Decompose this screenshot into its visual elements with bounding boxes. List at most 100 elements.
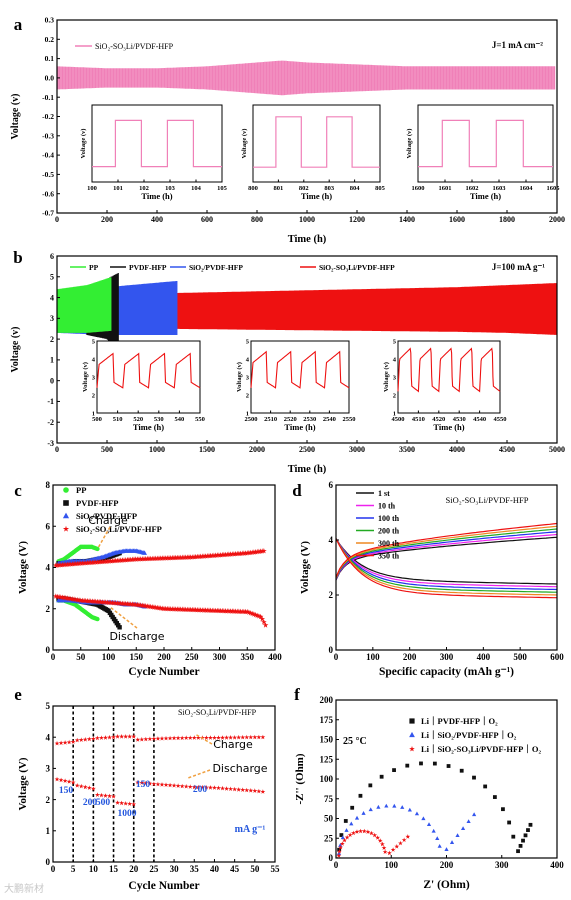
x-axis-f-tick-label: 100 [385,860,399,870]
nyquist-point-f-1 [421,816,426,821]
discharge-curve-d-3 [335,538,557,593]
nyquist-point-f-2 [354,829,360,834]
nyquist-tail-f-2 [390,847,396,852]
data-point-e-discharge [66,779,72,784]
legend-label-c-0: PP [76,485,86,495]
y-axis-b-tick-label: 4 [50,293,54,302]
data-point-e-charge [58,740,64,746]
panel-title-e: SiO₂-SO₃Li/PVDF-HFP [178,708,257,717]
nyquist-point-f-0 [492,795,497,799]
charge-curve-d-1 [335,533,558,580]
y-axis-label-e: Voltage (V) [17,757,29,810]
x-axis-label-b: Time (h) [288,464,327,475]
inset-b-tick-label: 2530 [303,416,316,423]
y-axis-a-tick-label: -0.4 [42,151,54,160]
y-axis-f-tick-label: 125 [320,754,334,764]
data-point-e-charge [66,739,72,745]
y-axis-e-tick-label: 2 [46,795,51,805]
inset-a-tick-label: 1604 [520,185,534,192]
legend-label-d-1: 10 th [378,502,396,511]
data-point-e-charge [163,735,169,741]
nyquist-point-f-0 [432,761,437,766]
nyquist-tail-f-0 [516,849,520,854]
x-axis-label-f: Z' (Ohm) [423,879,469,891]
x-axis-b-tick-label: 0 [55,445,59,454]
data-point-e-charge [208,735,213,740]
x-axis-d-tick-label: 300 [440,652,454,662]
inset-b-tick-label: 4540 [473,416,486,423]
x-axis-d-tick-label: 600 [550,652,564,662]
inset-a-tick-label: 103 [165,185,176,192]
nyquist-point-f-1 [407,807,412,812]
y-axis-a-tick-label: -0.1 [42,93,54,102]
data-point-e-charge [159,736,165,741]
data-point-e-discharge [183,784,189,789]
data-point-e-charge [228,735,233,740]
data-point-e-discharge [131,801,137,807]
y-axis-a-tick-label: 0.1 [45,54,55,63]
inset-a-tick-label: 805 [375,185,386,192]
legend-label-f-1: Li｜SiO₂/PVDF-HFP｜O₂ [421,730,517,740]
x-axis-c-tick-label: 250 [185,652,199,662]
x-axis-f-tick-label: 400 [550,860,564,870]
x-axis-a-tick-label: 200 [101,215,113,224]
data-point-e-charge [175,735,181,741]
nyquist-point-f-2 [339,841,345,846]
data-point-e-discharge [82,784,88,790]
x-axis-c-tick-label: 0 [51,652,56,662]
data-point-e-discharge [236,787,242,792]
legend-label-b-3: SiO₂-SO₃Li/PVDF-HFP [319,263,395,272]
data-point-e-discharge [74,783,80,788]
data-point-e-discharge [143,780,149,786]
x-axis-e-tick-label: 10 [89,864,99,874]
panel-label-d: d [292,481,302,500]
data-point-e-charge [115,734,120,739]
nyquist-point-f-0 [343,819,348,823]
data-point-c-3-charge [249,549,256,555]
nyquist-point-f-1 [336,851,342,855]
inset-b-ytick-label: 3 [393,374,397,381]
voltage-band-sio2so3li [57,60,556,96]
arrow-discharge-e [187,769,211,779]
y-axis-e-tick-label: 0 [46,857,51,867]
y-axis-e-tick-label: 3 [46,764,51,774]
discharge-curve-d-5 [335,538,557,599]
y-axis-a-tick-label: 0.2 [45,35,55,44]
nyquist-point-f-0 [392,768,396,773]
x-axis-c-tick-label: 350 [241,652,255,662]
legend-label-c-2: SiO₂/PVDF-HFP [76,511,137,521]
data-point-e-discharge [204,785,209,790]
y-axis-a-tick-label: -0.7 [42,209,54,218]
legend-label-c-3: SiO₂-SO₃Li/PVDF-HFP [76,524,162,534]
x-axis-a-tick-label: 1600 [449,215,465,224]
inset-b-tick-label: 540 [175,416,185,423]
data-point-e-discharge [220,785,225,791]
data-point-e-charge [187,735,193,740]
plot-frame-c [52,484,276,651]
y-axis-b-tick-label: 2 [50,335,54,344]
data-point-e-discharge [127,801,133,806]
inset-b-ytick-label: 3 [92,374,96,381]
nyquist-point-f-2 [351,830,356,836]
data-point-c-3-charge [247,549,254,556]
nyquist-point-f-0 [405,763,410,768]
charge-curve-d-2 [335,531,558,580]
rate-label-e-2: 500 [96,798,111,808]
nyquist-point-f-2 [375,835,381,840]
data-point-e-discharge [163,782,169,787]
x-axis-b-tick-label: 2500 [299,445,315,454]
legend-label-b-1: PVDF-HFP [129,263,167,272]
inset-a-tick-label: 1600 [412,185,425,192]
unit-label-e: mA g⁻¹ [235,824,266,835]
nyquist-tail-f-2 [387,850,392,856]
rate-label-e-3: 1000 [118,809,137,819]
data-point-e-discharge [107,793,112,799]
x-axis-a-tick-label: 800 [251,215,263,224]
data-point-e-discharge [252,788,258,793]
data-point-e-discharge [240,787,246,792]
nyquist-tail-f-1 [455,833,460,838]
y-axis-d-tick-label: 6 [329,480,334,490]
inset-b-tick-label: 4550 [494,416,507,423]
data-point-e-charge [86,736,92,742]
inset-b-tick-label: 520 [133,416,143,423]
